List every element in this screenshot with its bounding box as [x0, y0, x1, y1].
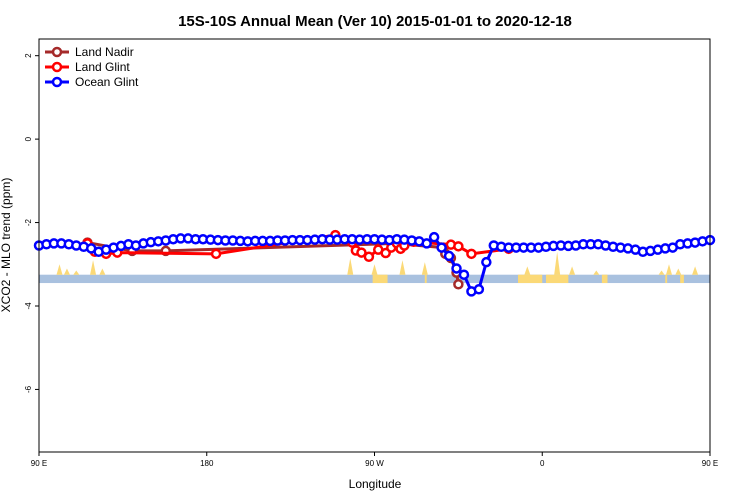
- land-region: [518, 274, 543, 284]
- land-spike: [692, 266, 699, 275]
- land-spike: [675, 268, 682, 275]
- data-point-ocean-glint: [473, 284, 485, 295]
- x-tick-label: 90 W: [365, 459, 384, 468]
- land-spike: [569, 266, 576, 275]
- land-spike: [421, 262, 428, 275]
- legend-label: Land Nadir: [75, 45, 134, 59]
- x-tick-label: 180: [200, 459, 214, 468]
- data-point-land-glint: [466, 248, 477, 260]
- data-point-ocean-glint: [458, 269, 470, 280]
- data-point-ocean-glint: [421, 238, 432, 249]
- land-spike: [399, 260, 406, 275]
- land-region: [601, 274, 608, 284]
- data-point-ocean-glint: [436, 242, 447, 253]
- x-axis: 90 E 180 90 W 0 90 E: [31, 452, 718, 468]
- y-tick-label: -2: [24, 218, 33, 226]
- y-axis-label: XCO2 - MLO trend (ppm): [0, 178, 13, 313]
- land-spike: [665, 264, 672, 275]
- land-region: [545, 274, 569, 284]
- land-spike: [73, 270, 80, 275]
- data-point-ocean-glint: [428, 231, 440, 243]
- land-spike: [347, 258, 354, 275]
- data-point-ocean-glint: [451, 263, 462, 274]
- y-axis: 2 0 -2 -4 -6: [24, 53, 39, 393]
- land-spike: [99, 268, 106, 275]
- land-spike: [63, 268, 70, 275]
- data-point-land-glint: [453, 241, 464, 252]
- land-region: [665, 274, 668, 284]
- land-spike: [554, 251, 561, 275]
- land-spike: [371, 264, 378, 275]
- legend-item-land-glint: Land Glint: [45, 60, 130, 74]
- data-point-ocean-glint: [443, 250, 455, 262]
- x-tick-label: 90 E: [702, 459, 718, 468]
- y-tick-label: 0: [24, 136, 33, 141]
- land-region: [372, 274, 388, 284]
- series-ocean-glint: [33, 231, 716, 297]
- land-spike: [658, 270, 665, 275]
- land-spike: [524, 266, 531, 275]
- data-point-land-glint: [363, 251, 375, 263]
- x-tick-label: 0: [540, 459, 545, 468]
- land-region: [680, 274, 684, 284]
- data-point-land-glint: [356, 247, 367, 258]
- y-tick-label: -6: [24, 385, 33, 393]
- x-tick-label: 90 E: [31, 459, 47, 468]
- legend-marker: [51, 61, 63, 73]
- chart-title: 15S-10S Annual Mean (Ver 10) 2015-01-01 …: [178, 13, 572, 30]
- land-spike: [56, 264, 63, 275]
- legend-item-ocean-glint: Ocean Glint: [45, 75, 139, 89]
- data-point-ocean-glint: [481, 256, 492, 268]
- data-point-land-glint: [210, 248, 222, 260]
- legend-label: Land Glint: [75, 60, 130, 74]
- land-spike: [593, 270, 600, 275]
- y-tick-label: -4: [24, 302, 33, 310]
- land-region: [424, 274, 427, 284]
- data-point-land-nadir: [453, 279, 464, 290]
- x-axis-label: Longitude: [349, 477, 402, 491]
- legend-marker: [51, 46, 63, 58]
- land-spike: [90, 260, 97, 275]
- series-layer: [33, 229, 716, 297]
- legend-item-land-nadir: Land Nadir: [45, 45, 134, 59]
- legend-marker: [51, 76, 63, 88]
- land-ocean-band: [39, 251, 710, 284]
- y-tick-label: 2: [24, 53, 33, 58]
- legend-label: Ocean Glint: [75, 75, 139, 89]
